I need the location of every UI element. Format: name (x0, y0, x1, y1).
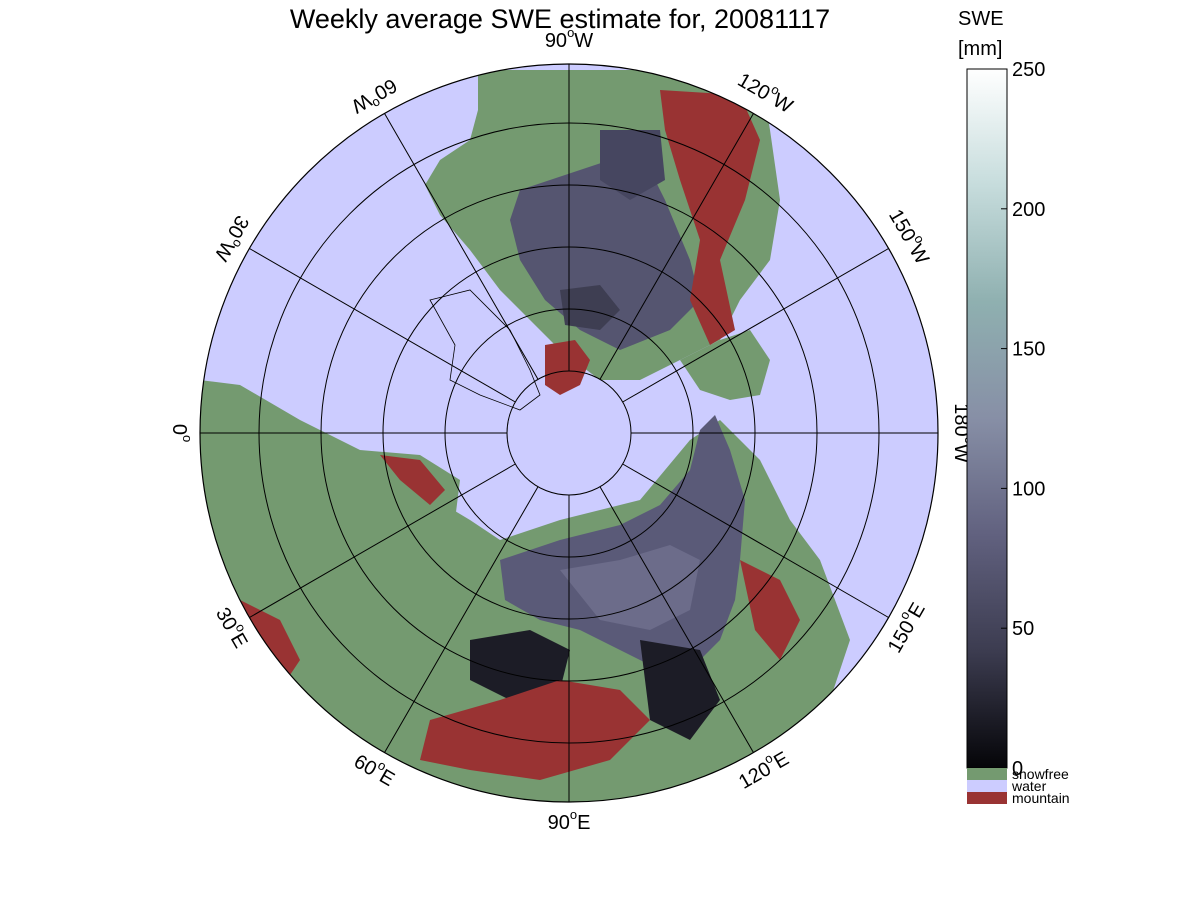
asia-mountains (420, 680, 650, 780)
meridian-line (249, 248, 516, 403)
colorbar-gradient (966, 68, 1008, 769)
meridian-line (622, 463, 889, 618)
colorbar-title-line1: SWE (958, 8, 1004, 30)
category-swatch (967, 768, 1007, 780)
colorbar-tick-label: 150 (1012, 339, 1045, 361)
colorbar-title-line2: [mm] (958, 38, 1002, 60)
colorbar: SWE [mm] 250 200 150 100 50 0 snowfreewatermo… (958, 8, 1070, 806)
siberia-snow-deep (560, 545, 700, 630)
colorbar-tick-label: 0 (1012, 758, 1023, 780)
meridian-line (384, 486, 539, 753)
north-america-snow-2 (600, 130, 665, 200)
longitude-label: 90oW (545, 25, 593, 52)
greenland-land (545, 340, 590, 395)
scandinavia-mountains (380, 455, 445, 505)
colorbar-tick-label: 100 (1012, 478, 1045, 500)
polar-map (200, 64, 938, 802)
east-asia-mountains (740, 560, 800, 660)
colorbar-tick-label: 50 (1012, 618, 1034, 640)
category-swatch (967, 792, 1007, 804)
colorbar-ticks: 250 200 150 100 50 0 (1001, 59, 1045, 780)
arctic-islands (560, 285, 620, 330)
east-siberia-shallow-snow (640, 640, 720, 740)
colorbar-tick-label: 200 (1012, 199, 1045, 221)
arctic-coastline (429, 289, 541, 411)
category-label: water (1011, 778, 1047, 794)
meridian-line (599, 486, 754, 753)
europe-mountains (240, 600, 300, 690)
central-asia-shallow-snow (470, 630, 570, 700)
map-title: Weekly average SWE estimate for, 2008111… (289, 4, 831, 34)
longitude-label: 0o (168, 424, 195, 442)
colorbar-tick-label: 250 (1012, 59, 1045, 81)
meridian-line (622, 248, 889, 403)
meridian-line (599, 113, 754, 380)
alaska-land (680, 330, 770, 400)
longitude-label: 90oE (548, 807, 591, 834)
meridian-line (249, 463, 516, 618)
category-swatch (967, 780, 1007, 792)
category-label: mountain (1012, 790, 1070, 806)
map-boundary (199, 63, 939, 803)
north-america-mountains (660, 90, 760, 345)
category-label: snowfree (1012, 766, 1069, 782)
longitude-label: 180oW (950, 403, 977, 463)
